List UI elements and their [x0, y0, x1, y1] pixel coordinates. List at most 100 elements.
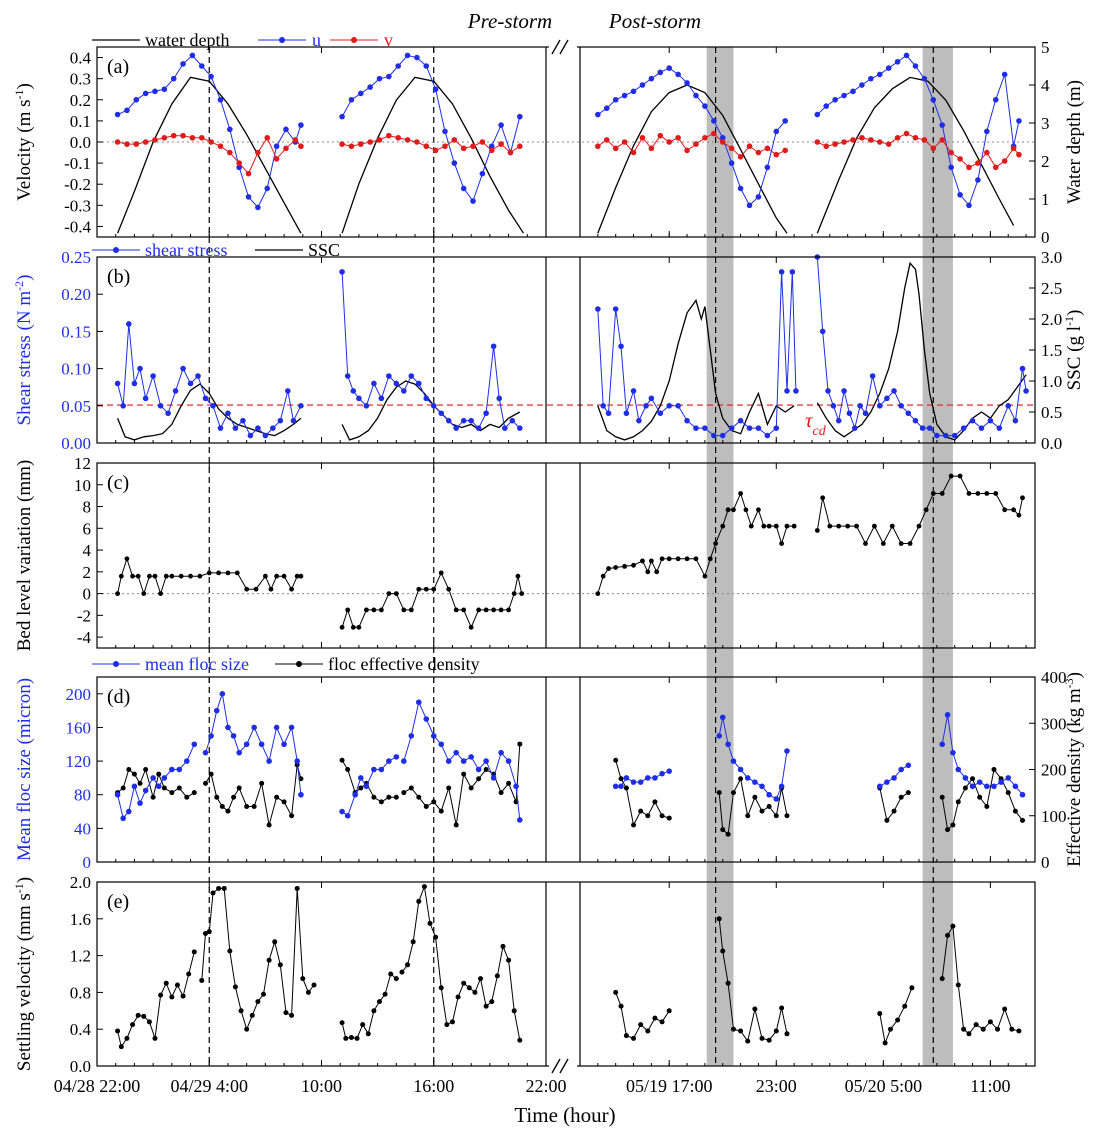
bed-level-point: [993, 491, 999, 496]
u-velocity-point: [264, 185, 271, 192]
velocity-axis-tick-label: -0.1: [64, 154, 91, 173]
u-velocity-point: [470, 198, 476, 204]
depth-axis-tick-label: 4: [1041, 76, 1050, 95]
settling-velocity-point: [180, 993, 186, 999]
u-velocity-point: [666, 65, 673, 71]
settling-velocity-line: [879, 987, 913, 1045]
shear-stress-point: [137, 365, 143, 372]
floc-density-point: [716, 790, 722, 796]
floc-density-point: [378, 799, 384, 805]
depth-axis-tick-label: 0: [1041, 228, 1050, 247]
bed-level-point: [461, 607, 467, 613]
bed-level-point: [274, 573, 279, 579]
floc-density-point: [498, 790, 504, 796]
floc-density-point: [759, 808, 765, 814]
floc-size-point: [438, 741, 445, 748]
settling-axis-tick-label: 1.6: [70, 910, 91, 929]
floc-size-line: [205, 693, 302, 795]
floc-density-point: [176, 785, 182, 791]
floc-size-point: [991, 783, 997, 790]
bed-level-point: [483, 607, 489, 613]
floc-size-point: [955, 766, 962, 773]
header-pre-storm: Pre-storm: [467, 9, 552, 33]
v-velocity-point: [719, 139, 726, 145]
bed-level-point: [498, 607, 504, 613]
shear-stress-point: [835, 417, 842, 424]
shear-stress-point: [453, 425, 460, 431]
v-velocity-point: [648, 145, 655, 152]
bed-level-point: [393, 591, 399, 596]
shear-stress-point: [648, 395, 655, 402]
settling-velocity-point: [466, 985, 472, 991]
floc-size-point: [962, 775, 969, 781]
floc-size-point: [386, 758, 392, 764]
bed-level-point: [957, 473, 963, 479]
shear-stress-point: [657, 410, 664, 417]
floc-size-point: [371, 766, 377, 773]
u-velocity-point: [675, 71, 681, 78]
settling-velocity-point: [950, 923, 956, 929]
floc-size-point: [623, 775, 630, 781]
legend-floc-size-label: mean floc size: [145, 654, 249, 674]
settling-velocity-point: [730, 1026, 736, 1032]
settling-velocity-point: [115, 1028, 121, 1034]
settling-velocity-point: [449, 1019, 455, 1025]
x-tick-label: 22:00: [525, 1076, 566, 1096]
shear-stress-point: [846, 410, 853, 417]
settling-velocity-point: [300, 976, 306, 982]
bed-level-point: [659, 556, 665, 562]
u-velocity-point: [975, 177, 981, 183]
v-velocity-point: [283, 145, 289, 152]
settling-velocity-point: [244, 1026, 250, 1032]
floc-size-point: [445, 758, 452, 764]
u-velocity-point: [236, 164, 242, 171]
floc-density-point: [438, 808, 444, 814]
floc-density-point: [613, 757, 619, 763]
settling-axis-title-part: ): [14, 877, 35, 883]
v-velocity-point: [966, 164, 972, 171]
v-velocity-point: [298, 143, 304, 150]
floc-size-point: [150, 775, 156, 781]
v-velocity-point: [498, 141, 504, 147]
settling-velocity-point: [506, 957, 512, 963]
floc-density-point: [623, 785, 629, 791]
bed-level-point: [244, 586, 250, 592]
floc-size-point: [652, 775, 658, 781]
floc-size-point: [219, 691, 226, 697]
bed-level-point: [595, 591, 601, 596]
velocity-axis-title: Velocity (m s-1): [12, 83, 35, 201]
floc-density-point: [281, 799, 287, 805]
bed-level-point: [438, 570, 444, 576]
bed-level-point: [731, 507, 736, 513]
v-velocity-point: [850, 137, 856, 143]
floc-density-point: [905, 790, 911, 796]
floc-density-point: [225, 808, 231, 814]
floc-density-point: [738, 776, 744, 782]
u-velocity-point: [912, 63, 919, 69]
floc-size-axis-tick-label: 160: [66, 718, 92, 737]
shear-stress-point: [339, 269, 345, 275]
shear-stress-point: [784, 388, 790, 394]
u-velocity-point: [832, 96, 838, 103]
u-velocity-point: [693, 92, 699, 99]
floc-size-point: [998, 779, 1004, 785]
x-tick-label: 23:00: [756, 1076, 797, 1096]
floc-density-point: [339, 757, 345, 763]
settling-velocity-point: [216, 885, 222, 891]
bed-level-point: [294, 573, 300, 579]
shear-stress-point: [996, 425, 1003, 431]
floc-size-point: [281, 741, 287, 748]
floc-density-point: [955, 799, 961, 805]
settling-velocity-point: [124, 1035, 130, 1041]
bed-level-point: [378, 607, 384, 613]
shear-stress-point: [666, 403, 673, 409]
settling-velocity-point: [266, 957, 272, 963]
bed-level-point: [401, 607, 407, 613]
legend-v-label: v: [384, 30, 393, 50]
settling-axis-tick-label: 0.0: [70, 1057, 91, 1076]
bed-level-point: [693, 556, 699, 562]
v-velocity-point: [395, 134, 402, 141]
settling-velocity-point: [146, 1019, 152, 1025]
settling-axis-tick-label: 0.8: [70, 983, 91, 1002]
v-velocity-point: [746, 143, 753, 150]
